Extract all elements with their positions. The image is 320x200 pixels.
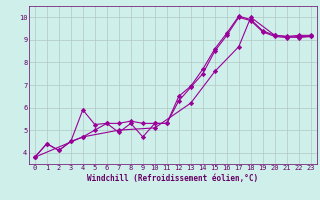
X-axis label: Windchill (Refroidissement éolien,°C): Windchill (Refroidissement éolien,°C): [87, 174, 258, 183]
